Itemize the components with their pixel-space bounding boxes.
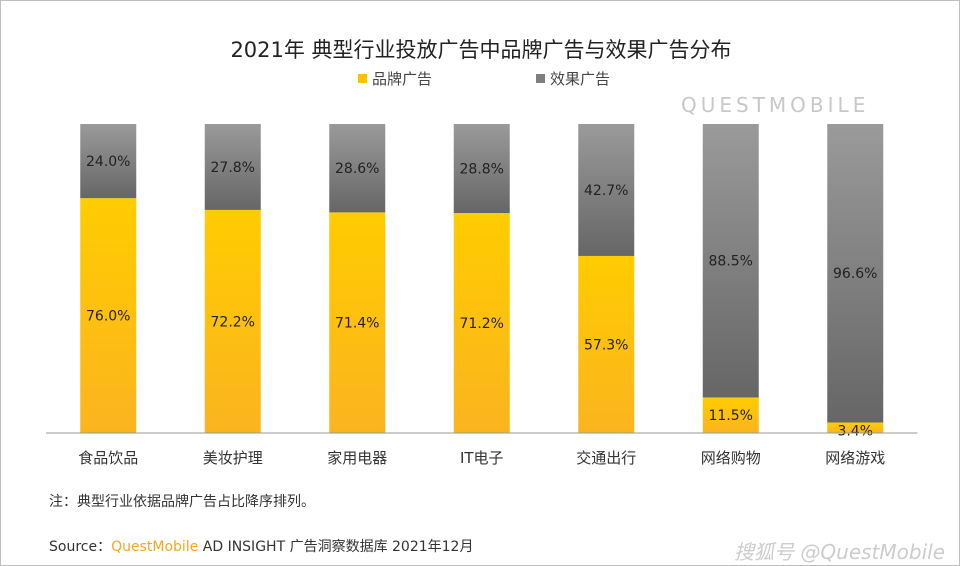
legend-brand: 品牌广告 [358, 68, 432, 89]
bar-brand [702, 397, 759, 433]
data-label-performance: 28.8% [460, 161, 504, 177]
bar-brand [80, 198, 137, 433]
legend-performance: 效果广告 [536, 68, 610, 89]
background-watermark: QUESTMOBILE [681, 93, 870, 117]
x-tick-label: 美妆护理 [203, 449, 263, 467]
source-line: Source：QuestMobile AD INSIGHT 广告洞察数据库 20… [49, 536, 473, 556]
data-label-performance: 28.6% [335, 161, 379, 177]
data-label-performance: 27.8% [211, 160, 255, 176]
data-label-performance: 24.0% [86, 154, 130, 170]
data-label-brand: 72.2% [211, 314, 255, 330]
bar-brand [453, 212, 510, 433]
data-label-performance: 96.6% [833, 266, 877, 282]
data-label-brand: 3.4% [837, 424, 873, 440]
source-text: AD INSIGHT 广告洞察数据库 2021年12月 [198, 539, 474, 555]
legend-swatch [536, 74, 545, 83]
data-label-performance: 88.5% [709, 254, 753, 270]
data-label-brand: 71.4% [335, 316, 379, 332]
x-tick-label: 交通出行 [576, 449, 636, 467]
data-label-performance: 42.7% [584, 183, 628, 199]
x-tick-label: 食品饮品 [78, 449, 138, 467]
x-tick-label: 网络游戏 [825, 449, 885, 467]
watermark: 搜狐号 @QuestMobile [734, 540, 945, 564]
bar-performance [827, 124, 884, 423]
x-tick-label: 网络购物 [701, 449, 761, 467]
bar-brand [578, 255, 635, 433]
source-label: Source： [49, 539, 112, 555]
data-label-brand: 76.0% [86, 309, 130, 325]
legend-label: 品牌广告 [372, 70, 433, 88]
bar-performance [204, 124, 261, 210]
bar-performance [453, 124, 510, 213]
data-label-brand: 57.3% [584, 337, 628, 353]
x-tick-label: IT电子 [460, 449, 504, 467]
chart-title: 2021年 典型行业投放广告中品牌广告与效果广告分布 [230, 38, 732, 62]
data-label-brand: 71.2% [460, 316, 504, 332]
data-label-brand: 11.5% [709, 408, 753, 424]
bar-performance [578, 124, 635, 256]
legend-label: 效果广告 [550, 70, 611, 88]
source-brand: QuestMobile [111, 539, 199, 555]
bar-performance [702, 124, 759, 398]
bar-performance [80, 124, 137, 199]
legend-swatch [358, 74, 367, 83]
chart-note: 注：典型行业依据品牌广告占比降序排列。 [49, 494, 315, 510]
bar-performance [329, 124, 386, 213]
bar-brand [329, 212, 386, 433]
bar-brand [204, 209, 261, 433]
x-tick-label: 家用电器 [327, 449, 387, 467]
bar-brand [827, 422, 884, 433]
